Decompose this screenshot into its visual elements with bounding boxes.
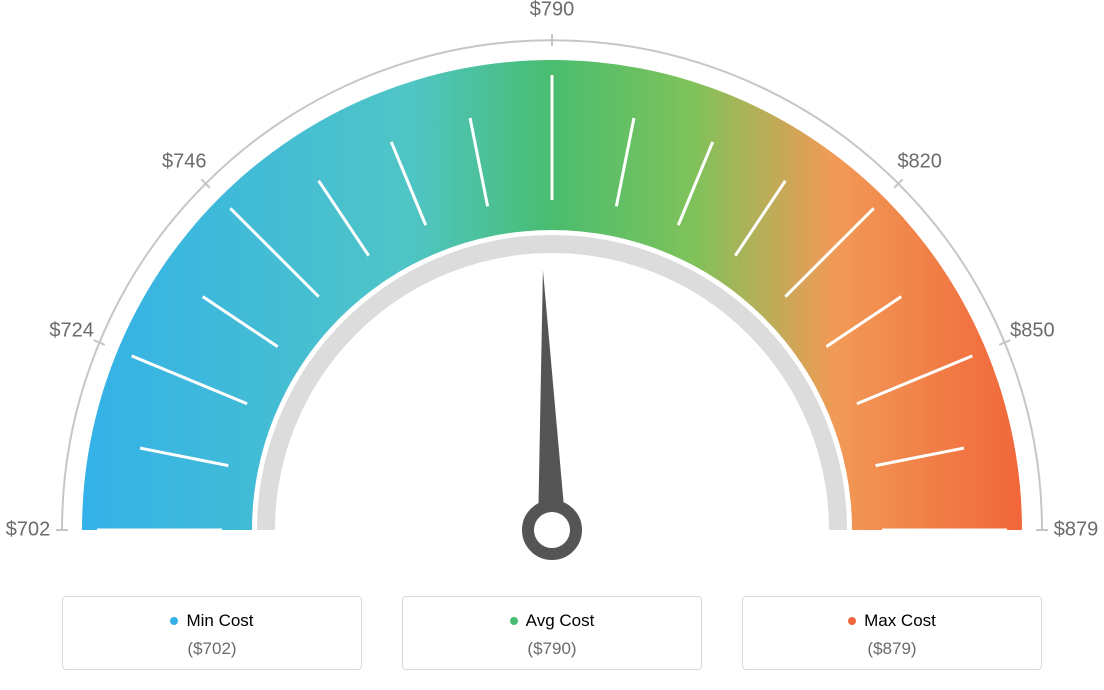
dot-icon [170,617,178,625]
legend-min-text: Min Cost [186,611,253,631]
cost-gauge-chart: $702 $724 $746 $790 $820 $850 $879 Min Cost ($… [0,0,1104,690]
legend-min-value: ($702) [83,639,341,659]
legend-avg-label: Avg Cost [510,611,595,631]
gauge-tick-label: $790 [530,0,575,22]
legend-min: Min Cost ($702) [62,596,362,670]
legend-max-value: ($879) [763,639,1021,659]
gauge-tick-label: $879 [1054,519,1099,542]
gauge-tick-label: $724 [49,320,94,343]
legend-max-label: Max Cost [848,611,936,631]
gauge-tick-label: $746 [162,151,207,174]
legend-max: Max Cost ($879) [742,596,1042,670]
legend-avg-value: ($790) [423,639,681,659]
legend-avg-text: Avg Cost [526,611,595,631]
legend-avg: Avg Cost ($790) [402,596,702,670]
gauge-area: $702 $724 $746 $790 $820 $850 $879 [0,0,1104,580]
gauge-hub [528,506,576,554]
dot-icon [848,617,856,625]
legend-row: Min Cost ($702) Avg Cost ($790) Max Cost… [0,596,1104,670]
legend-max-text: Max Cost [864,611,936,631]
gauge-needle [538,270,566,530]
gauge-tick-label: $850 [1010,320,1055,343]
legend-min-label: Min Cost [170,611,253,631]
dot-icon [510,617,518,625]
gauge-svg [0,0,1104,580]
gauge-tick-label: $820 [897,151,942,174]
gauge-tick-label: $702 [6,519,51,542]
